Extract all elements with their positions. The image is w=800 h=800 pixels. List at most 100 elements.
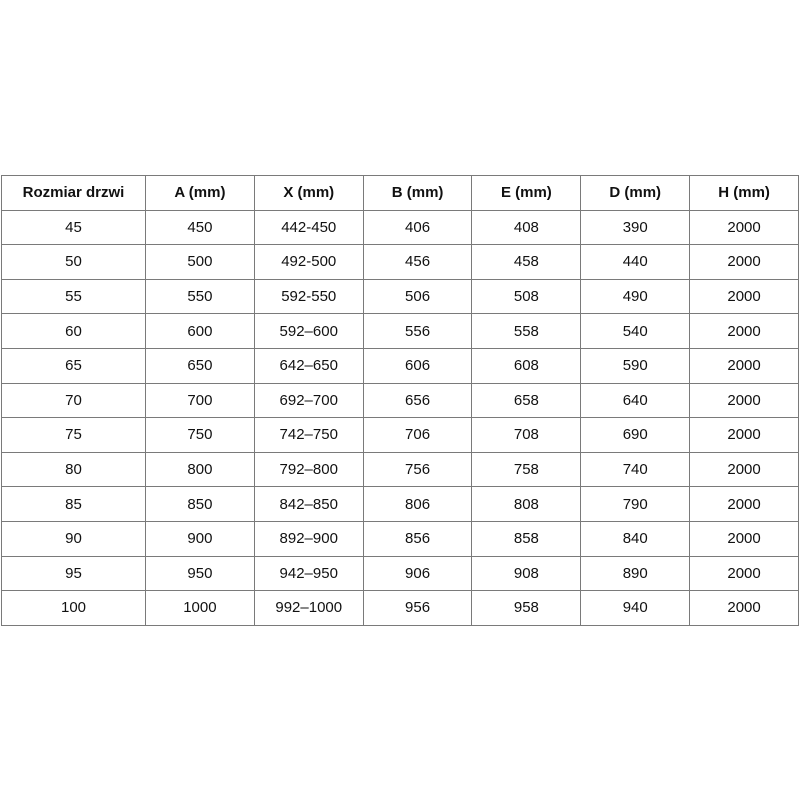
table-cell: 50	[1, 244, 146, 280]
table-cell: 958	[471, 590, 582, 626]
table-cell: 900	[145, 520, 255, 557]
table-cell: 942–950	[253, 555, 364, 592]
table-row: 45 450 442-450 406 408 390 2000	[1, 209, 799, 246]
table-cell: 2000	[689, 244, 799, 280]
table-cell: 658	[471, 382, 582, 419]
table-cell: 890	[580, 555, 691, 592]
table-cell: 892–900	[253, 520, 364, 557]
table-cell: 100	[1, 590, 146, 626]
table-row: 55 550 592-550 506 508 490 2000	[1, 278, 799, 315]
table-cell: 95	[1, 555, 146, 592]
table-cell: 90	[1, 520, 146, 557]
header-cell: H (mm)	[689, 175, 799, 211]
table-cell: 592-550	[253, 278, 364, 315]
header-cell: D (mm)	[580, 175, 691, 211]
table-cell: 858	[471, 520, 582, 557]
table-cell: 640	[580, 382, 691, 419]
table-cell: 408	[471, 209, 582, 246]
table-cell: 908	[471, 555, 582, 592]
table-cell: 642–650	[253, 347, 364, 384]
table-cell: 792–800	[253, 451, 364, 488]
table-cell: 2000	[689, 278, 799, 315]
table-row: 75 750 742–750 706 708 690 2000	[1, 417, 799, 453]
table-cell: 992–1000	[253, 590, 364, 626]
table-cell: 592–600	[253, 313, 364, 349]
table-cell: 490	[580, 278, 691, 315]
table-cell: 406	[362, 209, 473, 246]
table-cell: 608	[471, 347, 582, 384]
table-cell: 750	[145, 417, 255, 453]
table-cell: 506	[362, 278, 473, 315]
table-cell: 656	[362, 382, 473, 419]
table-cell: 440	[580, 244, 691, 280]
table-cell: 756	[362, 451, 473, 488]
table-row: 90 900 892–900 856 858 840 2000	[1, 520, 799, 557]
table-cell: 70	[1, 382, 146, 419]
table-cell: 606	[362, 347, 473, 384]
table-cell: 2000	[689, 590, 799, 626]
table-cell: 700	[145, 382, 255, 419]
table-cell: 458	[471, 244, 582, 280]
table-cell: 956	[362, 590, 473, 626]
table-cell: 508	[471, 278, 582, 315]
table-cell: 540	[580, 313, 691, 349]
table-cell: 2000	[689, 520, 799, 557]
table-cell: 85	[1, 486, 146, 522]
table-cell: 75	[1, 417, 146, 453]
table-cell: 55	[1, 278, 146, 315]
table-cell: 758	[471, 451, 582, 488]
size-table: Rozmiar drzwi A (mm) X (mm) B (mm) E (mm) D (…	[1, 175, 799, 626]
table-row: 60 600 592–600 556 558 540 2000	[1, 313, 799, 349]
table-cell: 550	[145, 278, 255, 315]
table-cell: 1000	[145, 590, 255, 626]
table-cell: 742–750	[253, 417, 364, 453]
table-cell: 60	[1, 313, 146, 349]
table-cell: 45	[1, 209, 146, 246]
table-cell: 806	[362, 486, 473, 522]
table-cell: 706	[362, 417, 473, 453]
table-cell: 708	[471, 417, 582, 453]
table-cell: 450	[145, 209, 255, 246]
table-row: 85 850 842–850 806 808 790 2000	[1, 486, 799, 522]
header-cell: Rozmiar drzwi	[1, 175, 146, 211]
table-cell: 906	[362, 555, 473, 592]
table-cell: 842–850	[253, 486, 364, 522]
table-cell: 2000	[689, 382, 799, 419]
table-cell: 808	[471, 486, 582, 522]
table-row: 65 650 642–650 606 608 590 2000	[1, 347, 799, 384]
table-cell: 690	[580, 417, 691, 453]
table-cell: 740	[580, 451, 691, 488]
table-cell: 2000	[689, 555, 799, 592]
table-cell: 2000	[689, 451, 799, 488]
table-cell: 940	[580, 590, 691, 626]
table-row: 80 800 792–800 756 758 740 2000	[1, 451, 799, 488]
table-row: 50 500 492-500 456 458 440 2000	[1, 244, 799, 280]
table-cell: 650	[145, 347, 255, 384]
table-cell: 2000	[689, 347, 799, 384]
table-row: 95 950 942–950 906 908 890 2000	[1, 555, 799, 592]
header-row: Rozmiar drzwi A (mm) X (mm) B (mm) E (mm) D (…	[1, 175, 799, 211]
table-cell: 600	[145, 313, 255, 349]
table-cell: 950	[145, 555, 255, 592]
table-cell: 800	[145, 451, 255, 488]
table-cell: 492-500	[253, 244, 364, 280]
header-cell: E (mm)	[471, 175, 582, 211]
table-cell: 2000	[689, 417, 799, 453]
table-cell: 850	[145, 486, 255, 522]
table-cell: 2000	[689, 486, 799, 522]
table-cell: 2000	[689, 313, 799, 349]
table-cell: 390	[580, 209, 691, 246]
table-cell: 692–700	[253, 382, 364, 419]
table-cell: 840	[580, 520, 691, 557]
table-cell: 856	[362, 520, 473, 557]
header-cell: B (mm)	[362, 175, 473, 211]
header-cell: A (mm)	[145, 175, 255, 211]
table-cell: 500	[145, 244, 255, 280]
table-cell: 556	[362, 313, 473, 349]
table-cell: 442-450	[253, 209, 364, 246]
header-cell: X (mm)	[253, 175, 364, 211]
table-row: 100 1000 992–1000 956 958 940 2000	[1, 590, 799, 626]
table-row: 70 700 692–700 656 658 640 2000	[1, 382, 799, 419]
table-cell: 65	[1, 347, 146, 384]
